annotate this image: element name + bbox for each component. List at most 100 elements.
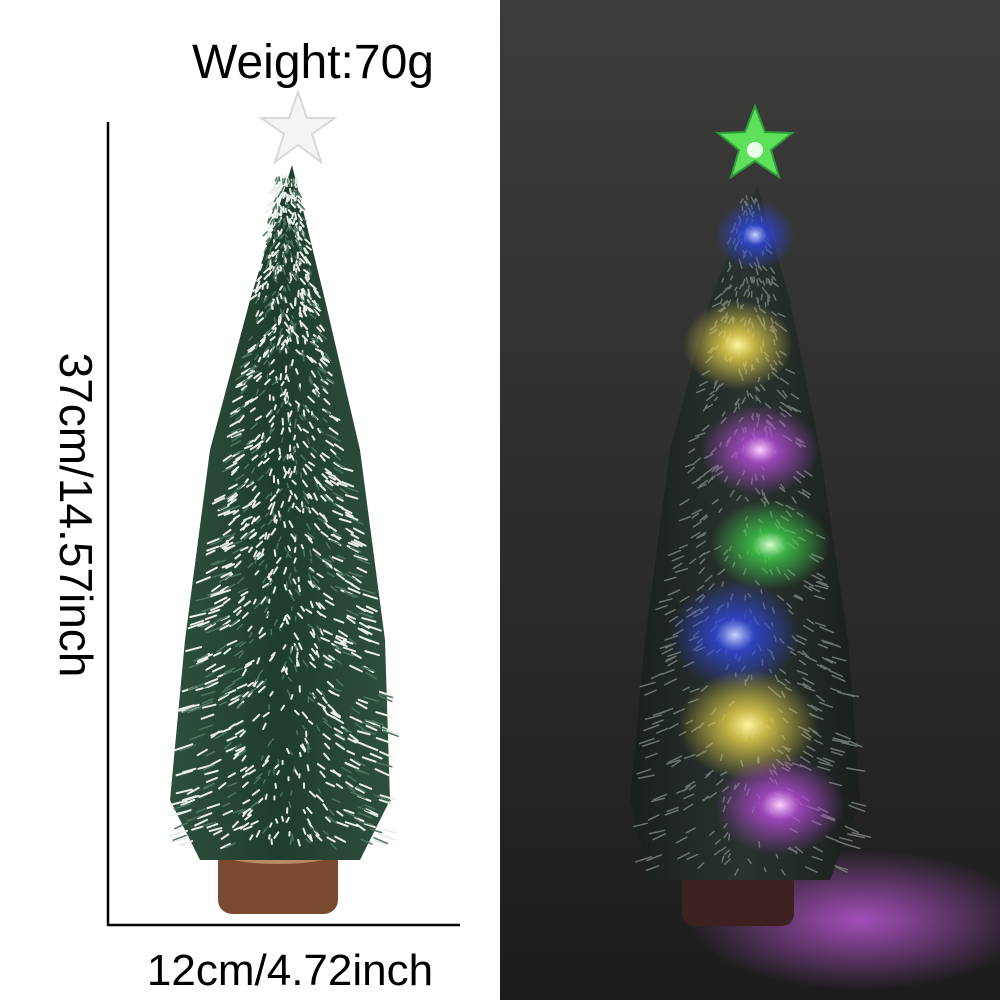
bristle [282, 454, 288, 462]
bristle [835, 865, 848, 873]
bristle [343, 728, 352, 733]
bristle [284, 238, 289, 243]
bristle [251, 517, 256, 525]
bristle [341, 507, 353, 514]
bristle [263, 359, 268, 365]
bristle [279, 372, 283, 381]
bristle [280, 242, 285, 249]
bristle [269, 409, 274, 416]
bristle [306, 806, 313, 815]
bristle [334, 467, 344, 474]
bristle [220, 833, 230, 840]
bristle [209, 540, 222, 546]
tree-lit [630, 103, 872, 926]
bristle [349, 733, 359, 742]
tree-daylight [168, 88, 400, 914]
bristle [262, 577, 267, 584]
bristle [839, 836, 853, 842]
bristle [264, 755, 270, 763]
bristle [284, 347, 288, 354]
bristle [236, 609, 242, 616]
bristle [230, 572, 242, 578]
bristle [330, 585, 338, 592]
bristle [349, 715, 363, 724]
bristle [263, 246, 268, 254]
bristle [324, 663, 333, 669]
bristle [793, 595, 804, 601]
bristle [293, 664, 298, 673]
bristle [296, 443, 300, 449]
bristle [301, 711, 309, 720]
bristle [354, 787, 366, 794]
bristle [216, 644, 227, 653]
bristle [745, 194, 748, 201]
bristle [307, 288, 311, 297]
bristle [323, 720, 333, 729]
bristle [283, 388, 287, 396]
bristle [762, 280, 766, 286]
bristle [293, 183, 298, 189]
bristle [259, 338, 266, 347]
bristle [286, 239, 291, 248]
bristle [302, 809, 307, 815]
bristle [831, 656, 847, 662]
bristle [363, 696, 380, 702]
bristle [265, 612, 270, 618]
bristle [293, 493, 298, 500]
bristle [350, 791, 364, 798]
bristle [361, 756, 377, 763]
bristle [303, 268, 310, 275]
bristle [289, 252, 293, 258]
bristle [265, 261, 270, 269]
bristle [295, 349, 302, 355]
bristle [250, 448, 259, 455]
bristle [248, 631, 253, 638]
bristle [236, 693, 244, 700]
bristle [747, 284, 750, 292]
bristle [282, 644, 287, 650]
bristle [379, 750, 394, 759]
bristle [286, 205, 289, 211]
bristle [287, 209, 293, 215]
bristle [301, 322, 309, 330]
bristle [256, 680, 264, 689]
bristle [214, 494, 226, 502]
bristle [381, 726, 396, 735]
bristle [744, 496, 749, 502]
bristle [264, 378, 271, 386]
bristle [805, 866, 818, 873]
bristle [295, 505, 302, 513]
bristle [348, 637, 357, 646]
bristle [257, 356, 262, 363]
bristle [724, 858, 731, 865]
bristle [322, 707, 328, 715]
bristle [262, 351, 269, 358]
bristle [643, 724, 660, 732]
bristle [309, 600, 314, 609]
bristle [361, 729, 376, 735]
bristle [253, 515, 261, 522]
bristle [293, 275, 298, 281]
bristle [709, 390, 715, 396]
bristle [283, 217, 287, 225]
bristle [294, 212, 298, 220]
bristle [227, 772, 237, 778]
bristle [296, 263, 301, 272]
bristle [273, 317, 277, 323]
tree-base [218, 848, 338, 914]
bristle [333, 618, 345, 624]
bristle [275, 191, 279, 198]
bristle [333, 443, 345, 451]
bristle [238, 751, 245, 757]
bristle [334, 733, 345, 741]
bristle [345, 781, 354, 788]
bristle [279, 792, 283, 797]
bristle [226, 492, 238, 500]
bristle [747, 291, 751, 298]
bristle [241, 352, 251, 359]
bristle [376, 762, 393, 768]
bristle [360, 611, 373, 619]
bristle [222, 507, 234, 512]
bristle [289, 272, 293, 279]
bristle [354, 768, 366, 773]
